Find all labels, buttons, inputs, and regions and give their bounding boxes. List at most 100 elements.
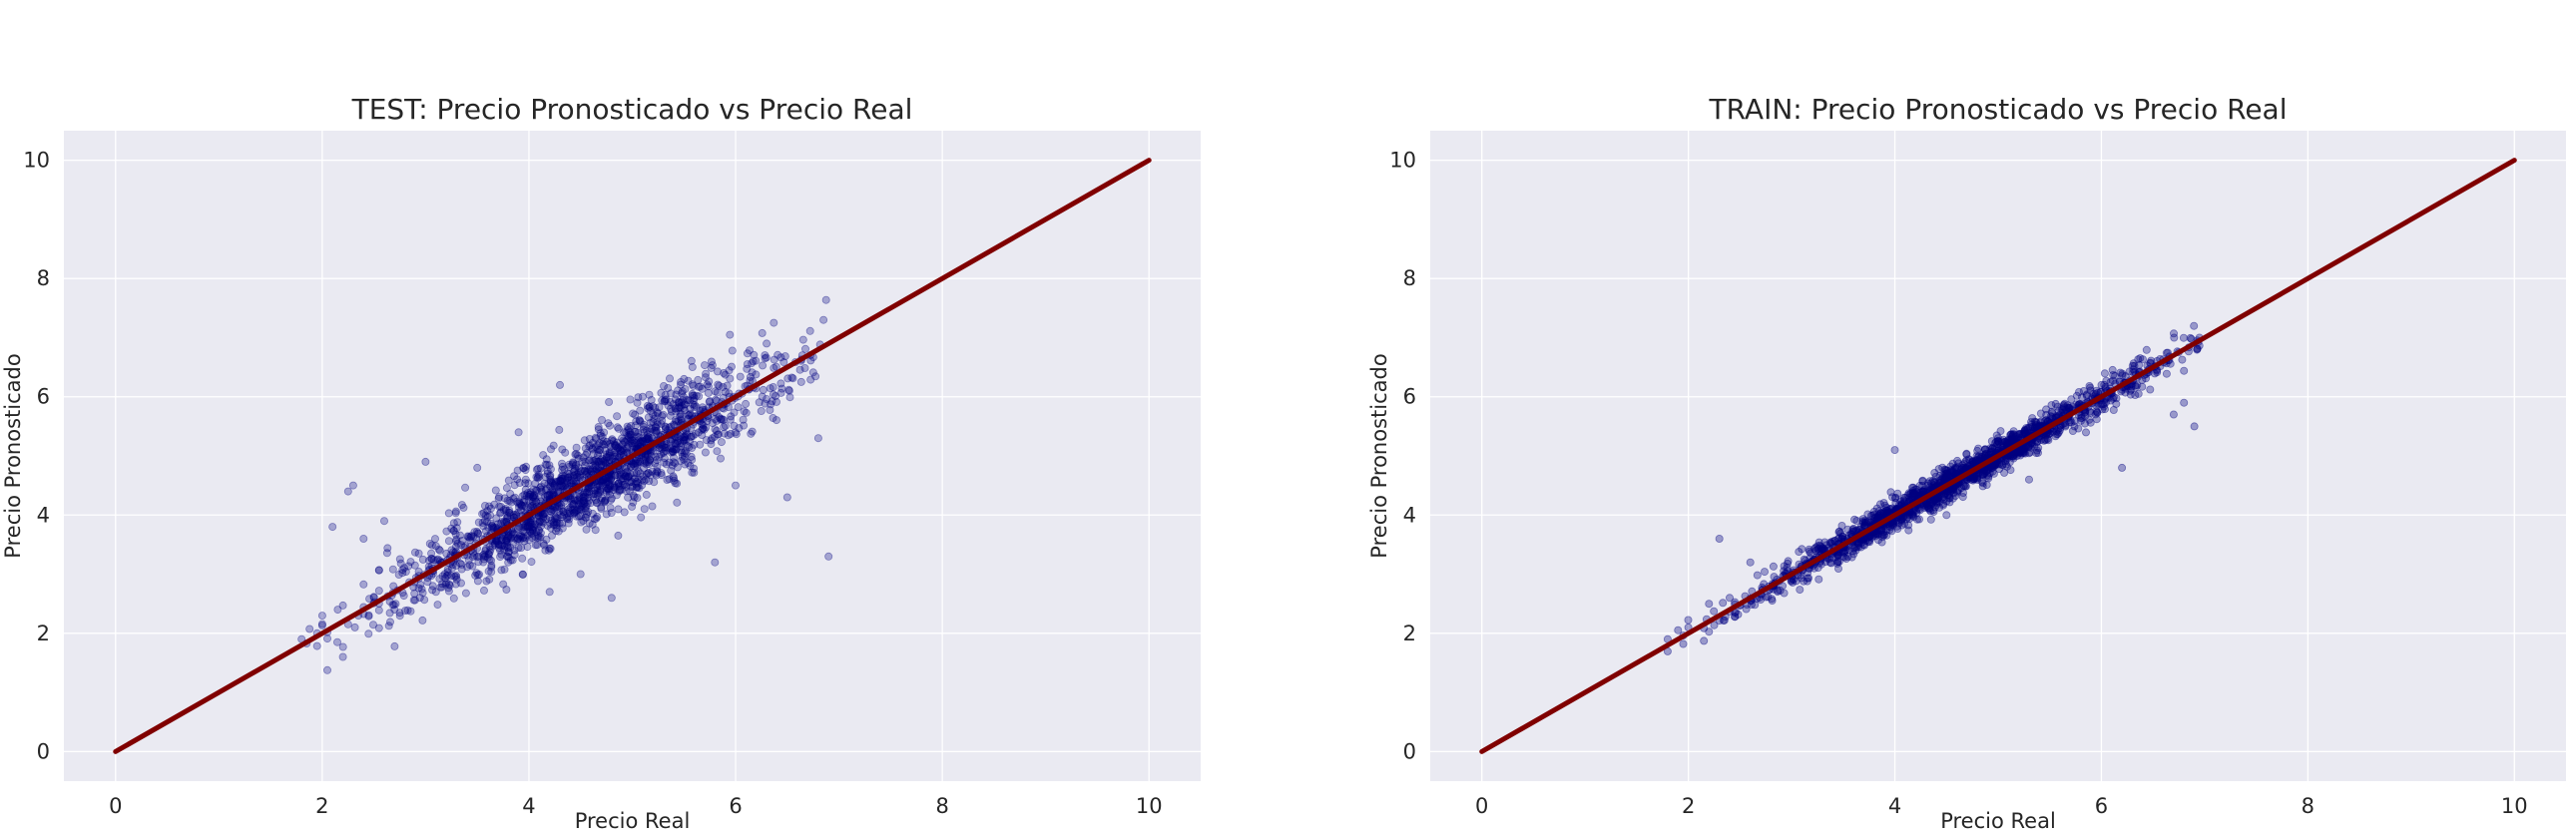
data-point: [706, 396, 715, 405]
data-point: [598, 439, 607, 448]
data-point: [684, 376, 693, 385]
data-point: [661, 397, 670, 406]
data-point: [533, 541, 542, 550]
data-point: [2131, 382, 2140, 391]
data-point: [406, 607, 415, 616]
data-point: [547, 507, 556, 516]
data-point: [535, 472, 544, 481]
data-point: [715, 413, 724, 422]
data-point: [509, 529, 518, 538]
data-point: [529, 526, 538, 535]
data-point: [613, 471, 622, 480]
data-point: [666, 444, 675, 453]
data-point: [583, 488, 592, 497]
data-point: [645, 477, 654, 486]
data-point: [565, 507, 574, 516]
data-point: [523, 523, 532, 532]
data-point: [719, 382, 728, 391]
data-point: [443, 568, 452, 577]
data-point: [671, 416, 680, 425]
data-point: [717, 454, 726, 463]
data-point: [548, 491, 557, 500]
x-tick-label: 0: [1475, 794, 1488, 818]
data-point: [1890, 446, 1899, 455]
data-point: [570, 509, 579, 518]
data-point: [396, 559, 405, 568]
data-point: [1877, 538, 1886, 547]
data-point: [672, 417, 681, 426]
data-point: [385, 609, 394, 618]
data-point: [553, 519, 562, 528]
data-point: [522, 503, 531, 512]
data-point: [549, 486, 558, 495]
data-point: [670, 476, 679, 485]
data-point: [593, 457, 602, 466]
data-point: [671, 440, 680, 449]
data-point: [636, 469, 645, 478]
data-point: [721, 421, 730, 430]
data-point: [586, 465, 595, 474]
data-point: [544, 480, 553, 489]
data-point: [575, 494, 584, 503]
data-point: [1746, 558, 1755, 567]
data-point: [596, 455, 605, 464]
data-point: [1852, 543, 1861, 552]
data-point: [447, 572, 456, 581]
data-point: [688, 455, 697, 464]
data-point: [627, 435, 636, 444]
data-point: [759, 385, 768, 394]
data-point: [557, 500, 566, 509]
data-point: [585, 519, 594, 528]
data-point: [779, 358, 788, 367]
data-point: [707, 436, 716, 445]
data-point: [677, 448, 686, 457]
data-point: [588, 520, 597, 529]
data-point: [636, 439, 645, 448]
data-point: [604, 453, 613, 462]
data-point: [542, 484, 551, 493]
data-point: [2128, 361, 2137, 370]
data-point: [710, 432, 719, 441]
data-point: [632, 477, 641, 486]
data-point: [1761, 568, 1770, 577]
data-point: [540, 479, 549, 488]
data-point: [605, 449, 614, 458]
data-point: [591, 442, 600, 451]
data-point: [645, 402, 654, 411]
data-point: [556, 511, 565, 520]
data-point: [478, 519, 487, 528]
data-point: [537, 518, 546, 527]
data-point: [639, 425, 648, 434]
data-point: [742, 408, 751, 417]
data-point: [529, 485, 538, 494]
data-point: [586, 467, 595, 476]
data-point: [609, 437, 618, 446]
data-point: [1893, 525, 1902, 534]
data-point: [628, 502, 637, 511]
data-point: [500, 565, 509, 574]
data-point: [564, 473, 573, 482]
data-point: [623, 443, 632, 452]
data-point: [456, 541, 465, 550]
data-point: [608, 454, 617, 463]
data-point: [813, 434, 822, 443]
data-point: [374, 566, 383, 575]
data-point: [577, 466, 586, 475]
data-point: [671, 479, 680, 488]
data-point: [624, 493, 633, 502]
data-point: [580, 500, 589, 509]
data-point: [2001, 457, 2010, 466]
data-point: [558, 459, 567, 468]
data-point: [563, 509, 572, 518]
data-point: [1926, 515, 1935, 524]
data-point: [2106, 396, 2115, 405]
data-point: [558, 445, 567, 454]
data-point: [2047, 401, 2056, 410]
data-point: [658, 412, 667, 421]
data-point: [630, 475, 639, 484]
data-point: [1860, 517, 1869, 526]
data-point: [594, 490, 603, 499]
y-tick-label: 2: [1403, 622, 1416, 645]
data-point: [418, 555, 427, 564]
data-point: [653, 467, 662, 476]
